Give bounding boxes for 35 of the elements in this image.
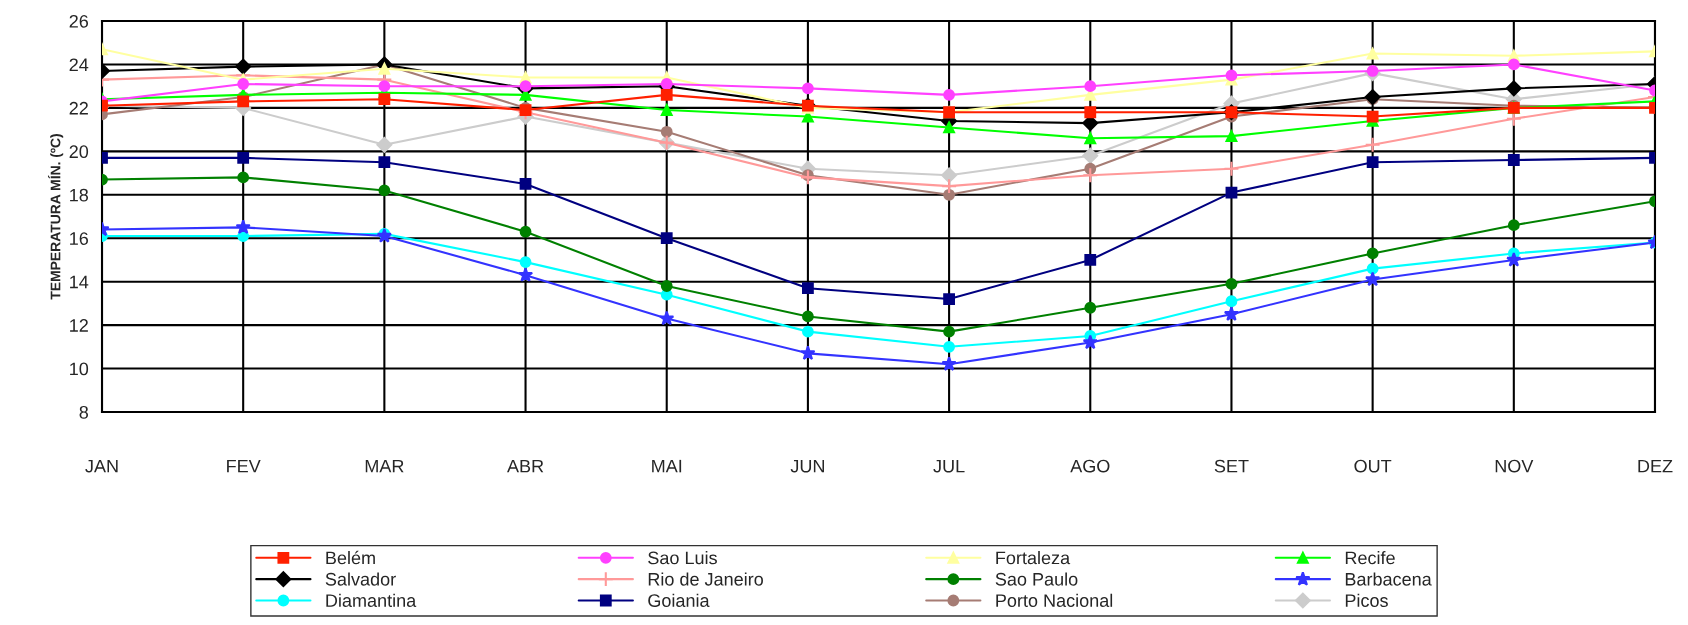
x-tick-label: DEZ <box>1638 459 1673 473</box>
x-tick-label: SET <box>1214 459 1249 473</box>
y-tick-label: 16 <box>70 232 89 245</box>
x-tick-label: OUT <box>1354 459 1392 473</box>
x-tick-label: JUL <box>933 459 965 473</box>
legend-label: Diamantina <box>326 593 417 607</box>
y-tick-label: 26 <box>69 14 89 28</box>
legend-label: Recife <box>1345 551 1395 565</box>
legend-label: Rio de Janeiro <box>648 572 763 586</box>
legend-label: Picos <box>1345 593 1388 607</box>
x-tick-label: MAR <box>365 459 404 473</box>
y-tick-label: 20 <box>69 145 89 159</box>
legend-label: Sao Luis <box>648 551 717 565</box>
y-tick-label: 18 <box>70 188 89 202</box>
y-tick-label: 24 <box>69 58 89 71</box>
y-tick-label: 10 <box>70 362 89 376</box>
x-tick-label: JAN <box>85 459 118 473</box>
y-tick-label: 12 <box>70 319 88 332</box>
y-axis-title: TEMPERATURA MÍN. (ºC) <box>47 134 64 300</box>
legend-label: Belém <box>326 550 375 565</box>
y-tick-label: 8 <box>79 405 89 419</box>
x-tick-label: NOV <box>1495 459 1534 473</box>
x-tick-label: FEV <box>227 459 261 473</box>
y-tick-label: 14 <box>70 275 89 289</box>
y-tick-label: 22 <box>69 101 88 115</box>
legend-label: Barbacena <box>1345 572 1432 586</box>
legend-label: Porto Nacional <box>996 593 1113 607</box>
x-tick-label: ABR <box>507 459 544 473</box>
legend-label: Sao Paulo <box>995 572 1078 586</box>
legend-label: Goiania <box>648 593 710 607</box>
x-tick-label: MAI <box>652 459 682 473</box>
x-tick-label: JUN <box>790 459 824 473</box>
legend-label: Fortaleza <box>996 551 1071 565</box>
legend-label: Salvador <box>325 572 396 586</box>
x-tick-label: AGO <box>1070 459 1110 473</box>
